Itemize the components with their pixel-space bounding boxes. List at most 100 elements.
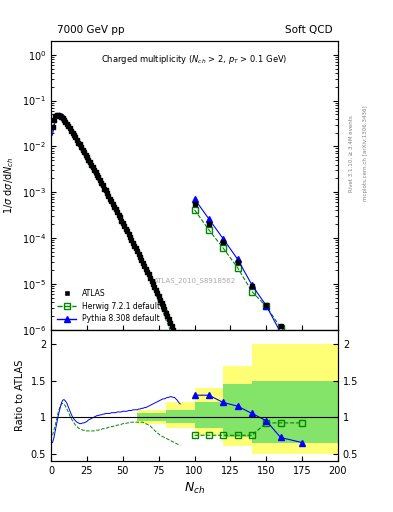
- Point: [58, 113, 64, 121]
- Point: [157, 295, 163, 304]
- Point: [144, 268, 151, 276]
- Point: [154, 289, 160, 297]
- Point: [123, 225, 129, 233]
- Point: [83, 151, 89, 159]
- Point: [66, 124, 73, 132]
- Point: [174, 336, 180, 345]
- Point: [71, 131, 77, 139]
- Y-axis label: 1/$\sigma$ d$\sigma$/d$N_{ch}$: 1/$\sigma$ d$\sigma$/d$N_{ch}$: [3, 157, 17, 214]
- Point: [111, 203, 118, 211]
- Point: [263, 301, 270, 309]
- Point: [136, 250, 142, 259]
- Point: [140, 259, 146, 267]
- Point: [54, 111, 60, 119]
- Point: [151, 283, 158, 291]
- Point: [57, 112, 63, 120]
- Point: [152, 286, 159, 294]
- Point: [177, 347, 184, 355]
- Point: [277, 322, 284, 330]
- Point: [108, 197, 114, 205]
- Point: [50, 122, 56, 131]
- Point: [74, 136, 80, 144]
- Point: [85, 156, 92, 164]
- Point: [104, 189, 110, 197]
- Point: [234, 258, 241, 266]
- Point: [131, 242, 138, 250]
- Point: [165, 315, 172, 323]
- Point: [170, 326, 176, 334]
- Point: [114, 208, 120, 217]
- Text: Charged multiplicity ($N_{ch}$ > 2, $p_{T}$ > 0.1 GeV): Charged multiplicity ($N_{ch}$ > 2, $p_{…: [101, 53, 288, 66]
- Point: [112, 205, 119, 214]
- Point: [134, 247, 140, 255]
- Point: [88, 160, 94, 168]
- Point: [52, 112, 59, 120]
- Point: [119, 219, 126, 227]
- Point: [70, 129, 76, 137]
- Point: [164, 312, 171, 320]
- Point: [161, 305, 167, 313]
- Point: [137, 253, 143, 261]
- Text: 7000 GeV pp: 7000 GeV pp: [57, 25, 124, 35]
- Point: [130, 239, 136, 247]
- Point: [90, 163, 96, 172]
- Point: [97, 177, 103, 185]
- Point: [147, 274, 153, 282]
- Point: [72, 133, 79, 141]
- Point: [78, 143, 84, 152]
- Point: [64, 120, 70, 128]
- Point: [68, 126, 74, 135]
- Point: [118, 217, 125, 225]
- Point: [61, 116, 67, 124]
- Point: [173, 333, 179, 341]
- Point: [84, 153, 90, 161]
- Point: [59, 114, 66, 122]
- Point: [87, 158, 93, 166]
- Point: [156, 292, 162, 301]
- Point: [206, 220, 212, 228]
- Point: [167, 319, 173, 327]
- Point: [191, 200, 198, 208]
- Point: [116, 211, 122, 219]
- Point: [94, 170, 100, 179]
- Text: Rivet 3.1.10, ≥ 3.4M events: Rivet 3.1.10, ≥ 3.4M events: [349, 115, 354, 192]
- Point: [107, 195, 113, 203]
- Point: [110, 200, 116, 208]
- Point: [125, 230, 132, 239]
- X-axis label: $N_{ch}$: $N_{ch}$: [184, 481, 205, 496]
- Point: [99, 181, 106, 189]
- Text: Soft QCD: Soft QCD: [285, 25, 332, 35]
- Point: [299, 342, 305, 350]
- Point: [127, 233, 133, 241]
- Text: ATLAS_2010_S8918562: ATLAS_2010_S8918562: [154, 277, 235, 284]
- Point: [158, 299, 165, 307]
- Point: [79, 145, 86, 154]
- Point: [160, 302, 166, 310]
- Point: [81, 148, 87, 156]
- Point: [51, 116, 57, 124]
- Point: [124, 227, 130, 236]
- Point: [75, 139, 81, 147]
- Point: [141, 262, 147, 270]
- Point: [103, 186, 109, 195]
- Point: [65, 122, 72, 130]
- Point: [128, 236, 134, 244]
- Point: [149, 277, 155, 285]
- Point: [98, 179, 105, 187]
- Point: [169, 322, 175, 330]
- Point: [101, 184, 107, 193]
- Point: [220, 238, 226, 246]
- Point: [62, 118, 69, 126]
- Point: [77, 140, 83, 148]
- Point: [145, 270, 152, 279]
- Point: [143, 265, 149, 273]
- Text: mcplots.cern.ch [arXiv:1306.3436]: mcplots.cern.ch [arXiv:1306.3436]: [363, 106, 368, 201]
- Point: [132, 244, 139, 252]
- Point: [95, 174, 101, 182]
- Point: [92, 168, 99, 177]
- Point: [163, 309, 169, 317]
- Point: [121, 222, 127, 230]
- Point: [249, 282, 255, 290]
- Point: [105, 192, 112, 200]
- Point: [171, 329, 178, 337]
